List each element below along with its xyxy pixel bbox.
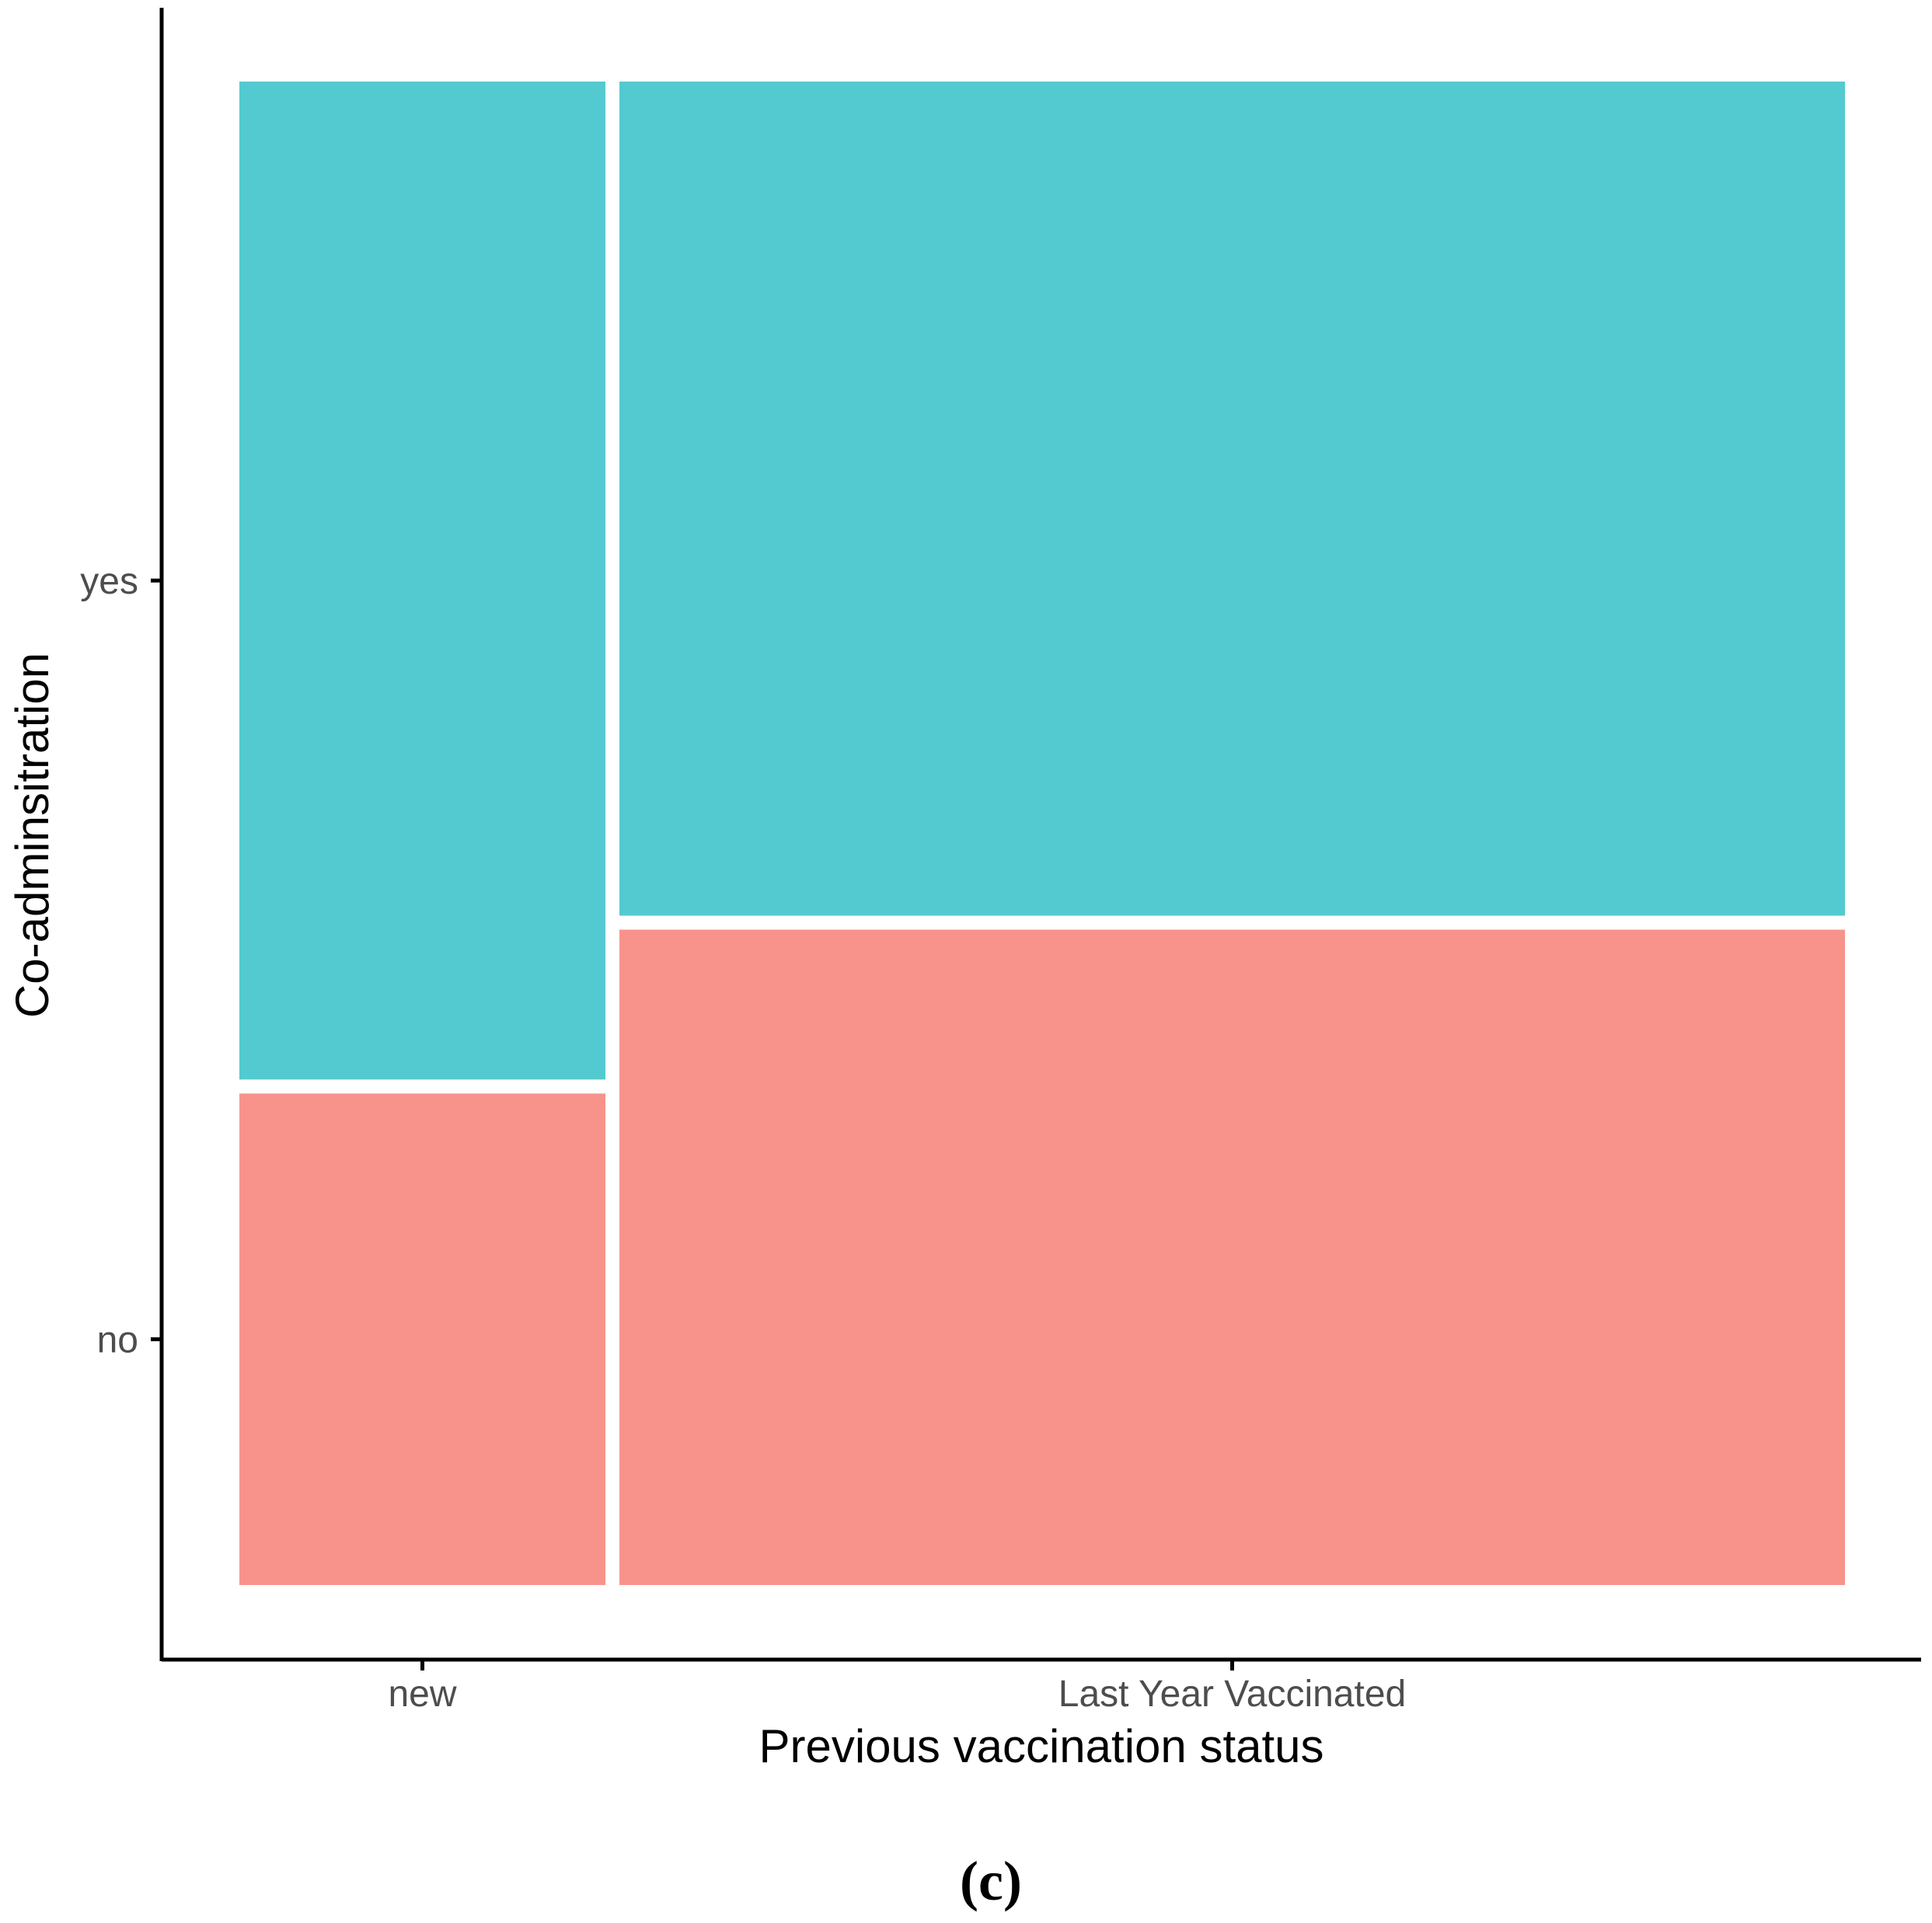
y-tick-label: no bbox=[97, 1320, 138, 1361]
y-axis-title: Co-adminsitration bbox=[6, 653, 58, 1018]
tile-last-year-vaccinated-yes bbox=[619, 82, 1845, 916]
panel-label: (c) bbox=[960, 1850, 1022, 1912]
x-tick-label: new bbox=[388, 1674, 456, 1715]
x-axis-title: Previous vaccination status bbox=[759, 1720, 1323, 1772]
axis-ticks: new Last Year Vaccinated yes no bbox=[80, 561, 1406, 1715]
tile-new-no bbox=[239, 1093, 606, 1585]
y-tick-label: yes bbox=[80, 561, 138, 602]
x-tick-label: Last Year Vaccinated bbox=[1058, 1674, 1406, 1715]
tile-last-year-vaccinated-no bbox=[619, 929, 1845, 1585]
tile-new-yes bbox=[239, 82, 606, 1080]
mosaic-tiles bbox=[239, 82, 1845, 1585]
